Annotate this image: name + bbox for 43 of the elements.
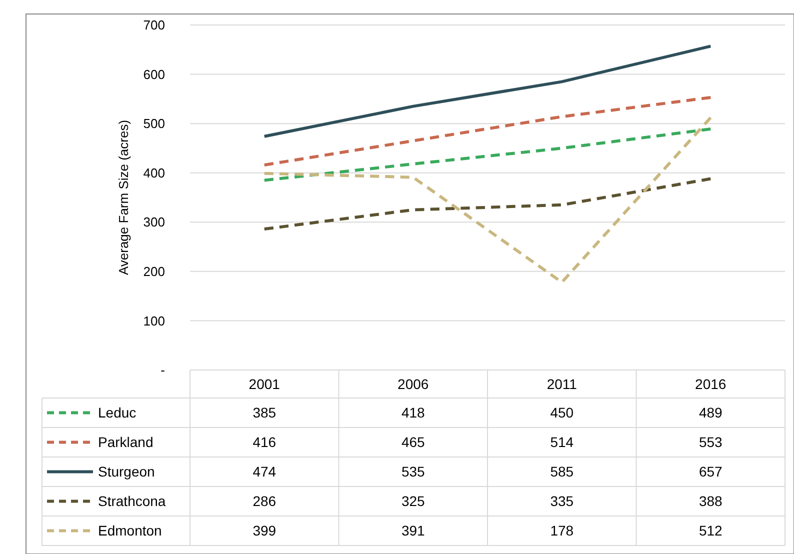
data-label: 335 <box>550 493 574 510</box>
data-label: 399 <box>252 522 276 539</box>
data-label: 489 <box>698 404 723 421</box>
legend-label: Sturgeon <box>98 464 155 480</box>
data-label: 657 <box>698 464 723 480</box>
data-label: 325 <box>401 493 426 510</box>
y-tick-label: 400 <box>143 165 165 180</box>
data-label: 535 <box>401 464 426 480</box>
legend-label: Leduc <box>98 404 136 421</box>
line-series <box>262 177 712 231</box>
data-label: 286 <box>252 493 276 510</box>
data-label: 385 <box>252 404 276 421</box>
data-label: 450 <box>550 404 574 421</box>
y-tick-label: 300 <box>143 214 165 230</box>
data-label: 391 <box>401 522 426 539</box>
y-tick-label: 100 <box>143 313 165 328</box>
y-tick-label: 600 <box>143 66 165 82</box>
data-label: 418 <box>401 404 426 421</box>
data-label: 512 <box>698 522 723 539</box>
x-tick-label: 2006 <box>398 376 429 392</box>
y-tick-label: 200 <box>143 264 165 279</box>
line-series <box>262 44 712 138</box>
y-axis-title: Average Farm Size (acres) <box>116 120 131 276</box>
y-tick-label: - <box>160 362 165 378</box>
line-series <box>262 127 712 182</box>
y-tick-label: 700 <box>143 18 165 33</box>
data-label: 474 <box>252 464 276 480</box>
data-label: 465 <box>401 434 426 450</box>
x-tick-label: 2011 <box>546 376 578 392</box>
data-label: 416 <box>252 434 276 450</box>
data-label: 388 <box>698 493 723 510</box>
y-tick-label: 500 <box>143 116 165 132</box>
data-label: 514 <box>550 434 574 450</box>
x-tick-label: 2001 <box>248 376 280 392</box>
line-series <box>262 96 712 166</box>
line-series <box>262 116 712 284</box>
x-tick-label: 2016 <box>695 376 726 392</box>
legend-label: Strathcona <box>98 493 166 510</box>
legend-label: Edmonton <box>98 522 162 539</box>
data-label: 585 <box>550 464 574 480</box>
legend-label: Parkland <box>98 434 154 450</box>
data-label: 178 <box>550 522 574 539</box>
data-label: 553 <box>698 434 723 450</box>
